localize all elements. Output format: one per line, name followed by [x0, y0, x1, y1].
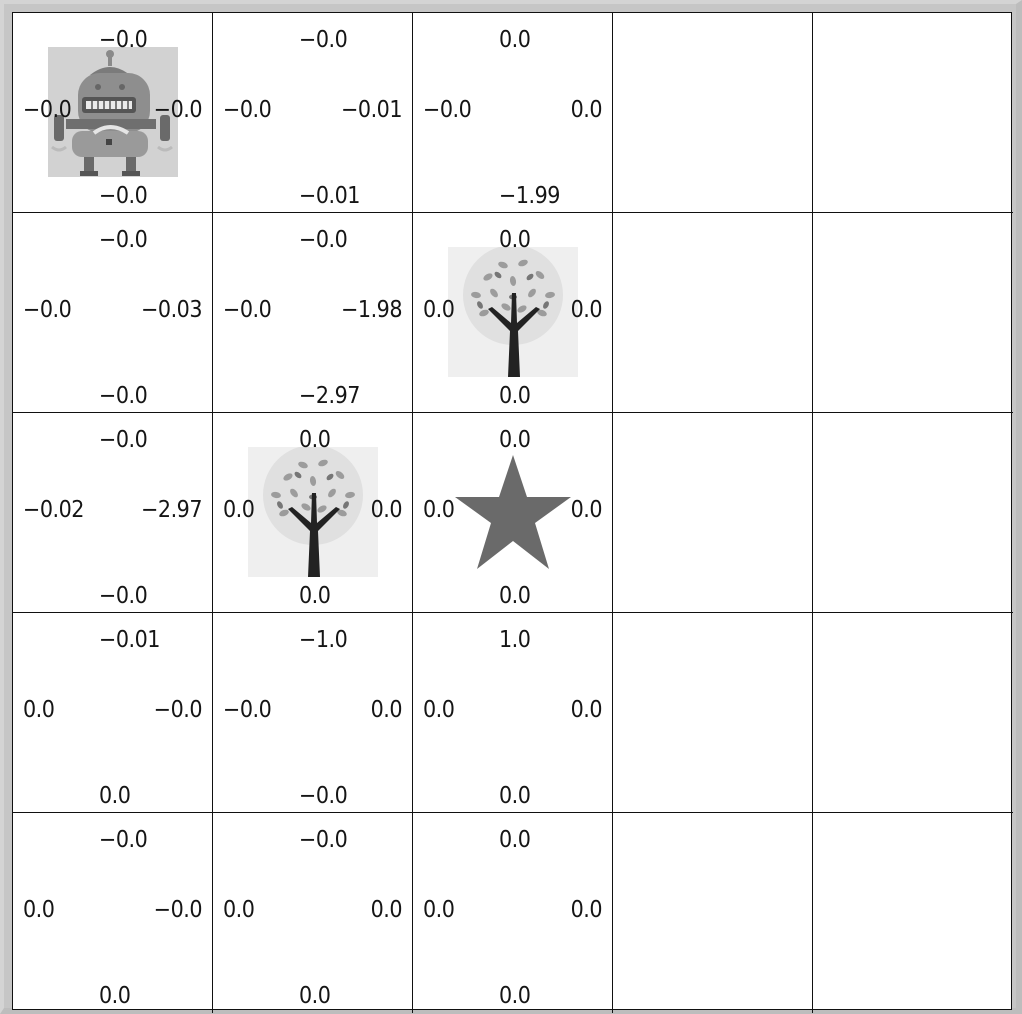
q-value-right: 0.0: [370, 697, 403, 723]
q-value-left: −0.0: [223, 97, 272, 123]
q-value-right: −2.97: [141, 497, 202, 523]
q-value-down: 0.0: [499, 783, 531, 809]
q-value-up: −1.0: [299, 627, 348, 653]
q-value-right: −1.98: [341, 297, 402, 323]
star-goal-icon: [453, 451, 573, 575]
tree-obstacle-icon: [248, 447, 378, 577]
grid-cell: [813, 213, 1013, 413]
star-goal-icon: [455, 455, 571, 569]
q-value-up: −0.0: [299, 27, 348, 53]
grid-cell: [613, 213, 813, 413]
q-value-down: 0.0: [499, 583, 531, 609]
q-value-up: −0.0: [99, 227, 148, 253]
q-value-grid: −0.0 −0.0 −0.0 −0.0 −0.0 −0.01 −0.0 −0.01 0.0 −1.…: [12, 12, 1013, 1013]
q-value-down: 0.0: [299, 983, 331, 1009]
q-value-left: −0.0: [423, 97, 472, 123]
q-value-down: 0.0: [99, 783, 131, 809]
grid-cell: [613, 813, 813, 1013]
grid-cell: −0.0 −0.0 −0.0 −0.03: [13, 213, 213, 413]
q-value-down: 0.0: [99, 983, 131, 1009]
q-value-left: 0.0: [423, 497, 455, 523]
grid-cell: −0.01 0.0 0.0 −0.0: [13, 613, 213, 813]
grid-cell: −0.0 0.0 0.0 −0.0: [13, 813, 213, 1013]
q-value-down: −0.0: [99, 383, 148, 409]
q-value-right: −0.0: [153, 697, 203, 723]
q-value-down: −0.0: [299, 783, 348, 809]
q-value-right: 0.0: [370, 497, 403, 523]
q-value-left: 0.0: [223, 897, 255, 923]
q-value-up: 0.0: [499, 827, 531, 853]
q-value-right: −0.03: [141, 297, 202, 323]
tree-obstacle-icon: [448, 247, 578, 377]
q-value-down: −0.0: [99, 583, 148, 609]
q-value-left: 0.0: [23, 697, 55, 723]
q-value-up: −0.0: [99, 27, 148, 53]
grid-cell: [813, 813, 1013, 1013]
grid-cell: [613, 613, 813, 813]
q-value-left: −0.02: [23, 497, 84, 523]
q-value-right: 0.0: [370, 897, 403, 923]
q-value-right: −0.0: [153, 897, 203, 923]
q-value-down: −0.01: [299, 183, 360, 209]
q-value-left: −0.0: [23, 97, 72, 123]
q-value-up: 0.0: [299, 427, 331, 453]
q-value-up: 0.0: [499, 27, 531, 53]
grid-cell: [813, 13, 1013, 213]
q-value-up: −0.0: [99, 427, 148, 453]
grid-cell: −0.0 −0.01 −0.0 −0.01: [213, 13, 413, 213]
q-value-right: 0.0: [570, 497, 603, 523]
tree-obstacle-icon: [448, 247, 578, 377]
robot-agent-icon: [48, 47, 178, 177]
grid-cell: [813, 613, 1013, 813]
q-value-right: 0.0: [570, 697, 603, 723]
q-value-up: 0.0: [499, 427, 531, 453]
grid-cell: 0.0 −1.99 −0.0 0.0: [413, 13, 613, 213]
grid-cell: 0.0 0.0 0.0 0.0: [213, 413, 413, 613]
q-value-right: −0.01: [341, 97, 402, 123]
q-value-left: 0.0: [423, 897, 455, 923]
q-value-left: −0.0: [223, 297, 272, 323]
q-value-left: 0.0: [23, 897, 55, 923]
q-value-right: 0.0: [570, 897, 603, 923]
grid-cell: −0.0 0.0 0.0 0.0: [213, 813, 413, 1013]
grid-cell: 0.0 0.0 0.0 0.0: [413, 213, 613, 413]
grid-cell: −0.0 −0.0 −0.0 −0.0: [13, 13, 213, 213]
grid-cell: 1.0 0.0 0.0 0.0: [413, 613, 613, 813]
q-value-left: 0.0: [223, 497, 255, 523]
grid-cell: 0.0 0.0 0.0 0.0: [413, 813, 613, 1013]
q-value-up: −0.0: [299, 227, 348, 253]
q-value-down: −2.97: [299, 383, 360, 409]
q-value-left: 0.0: [423, 297, 455, 323]
q-value-down: −1.99: [499, 183, 560, 209]
q-value-left: 0.0: [423, 697, 455, 723]
q-value-up: −0.0: [99, 827, 148, 853]
grid-cell: 0.0 0.0 0.0 0.0: [413, 413, 613, 613]
grid-cell: [613, 13, 813, 213]
q-value-right: −0.0: [153, 97, 203, 123]
q-value-down: 0.0: [299, 583, 331, 609]
q-value-up: 1.0: [499, 627, 531, 653]
q-value-up: −0.01: [99, 627, 160, 653]
grid-cell: −1.0 −0.0 −0.0 0.0: [213, 613, 413, 813]
robot-agent-icon: [48, 47, 178, 177]
grid-cell: −0.0 −2.97 −0.0 −1.98: [213, 213, 413, 413]
q-value-up: 0.0: [499, 227, 531, 253]
grid-cell: [813, 413, 1013, 613]
tree-obstacle-icon: [248, 447, 378, 577]
q-value-right: 0.0: [570, 297, 603, 323]
grid-cell: −0.0 −0.0 −0.02 −2.97: [13, 413, 213, 613]
q-value-down: 0.0: [499, 383, 531, 409]
grid-cell: [613, 413, 813, 613]
q-value-up: −0.0: [299, 827, 348, 853]
q-value-down: 0.0: [499, 983, 531, 1009]
q-value-down: −0.0: [99, 183, 148, 209]
q-value-right: 0.0: [570, 97, 603, 123]
q-value-left: −0.0: [223, 697, 272, 723]
q-value-left: −0.0: [23, 297, 72, 323]
